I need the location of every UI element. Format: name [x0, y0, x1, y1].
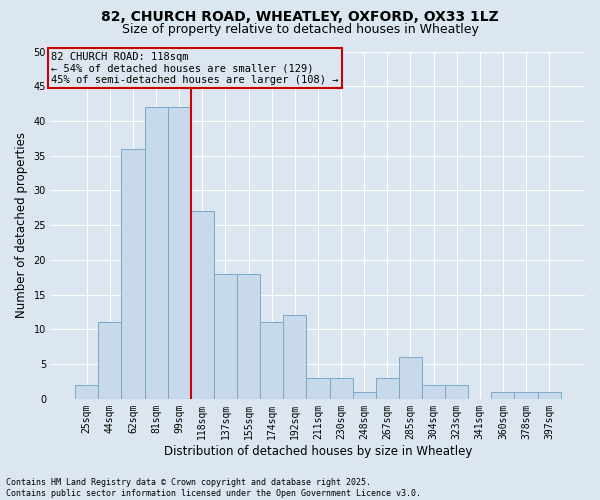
Bar — [121, 149, 145, 399]
Bar — [329, 378, 353, 399]
Bar — [145, 107, 167, 399]
Bar — [307, 378, 329, 399]
Bar — [514, 392, 538, 399]
Bar — [260, 322, 283, 399]
Text: Size of property relative to detached houses in Wheatley: Size of property relative to detached ho… — [122, 22, 478, 36]
Bar — [538, 392, 561, 399]
Bar — [399, 357, 422, 399]
Text: 82 CHURCH ROAD: 118sqm
← 54% of detached houses are smaller (129)
45% of semi-de: 82 CHURCH ROAD: 118sqm ← 54% of detached… — [51, 52, 338, 84]
Bar — [191, 212, 214, 399]
Bar — [237, 274, 260, 399]
Bar — [214, 274, 237, 399]
Bar — [167, 107, 191, 399]
Text: 82, CHURCH ROAD, WHEATLEY, OXFORD, OX33 1LZ: 82, CHURCH ROAD, WHEATLEY, OXFORD, OX33 … — [101, 10, 499, 24]
Bar — [445, 385, 468, 399]
Y-axis label: Number of detached properties: Number of detached properties — [15, 132, 28, 318]
Bar — [98, 322, 121, 399]
Text: Contains HM Land Registry data © Crown copyright and database right 2025.
Contai: Contains HM Land Registry data © Crown c… — [6, 478, 421, 498]
Bar — [75, 385, 98, 399]
Bar — [376, 378, 399, 399]
Bar — [491, 392, 514, 399]
Bar — [353, 392, 376, 399]
Bar — [283, 316, 307, 399]
X-axis label: Distribution of detached houses by size in Wheatley: Distribution of detached houses by size … — [164, 444, 472, 458]
Bar — [422, 385, 445, 399]
